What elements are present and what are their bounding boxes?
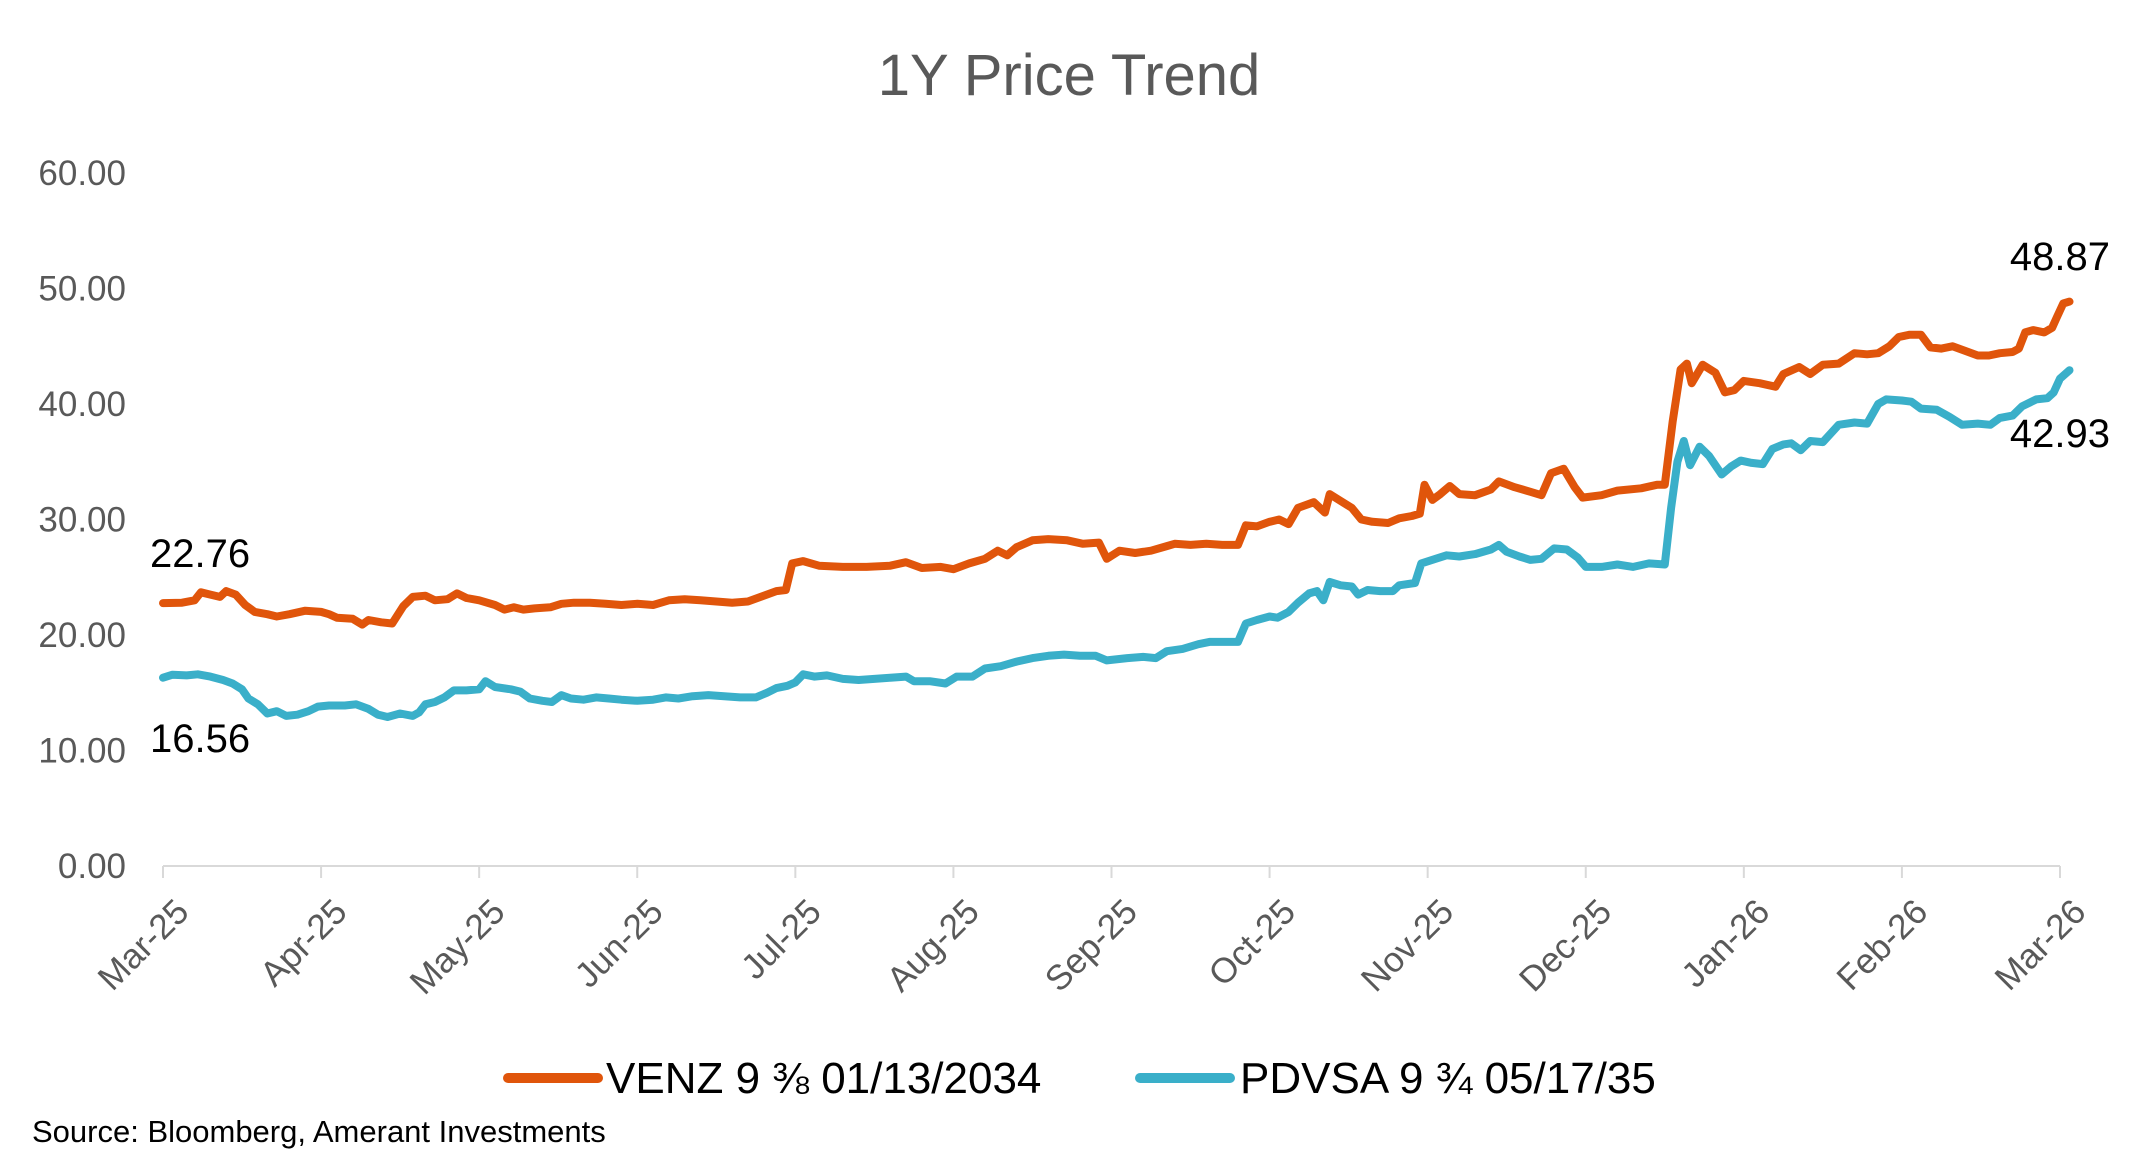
y-tick-label: 40.00	[38, 385, 126, 424]
venz-start-label: 22.76	[150, 532, 250, 576]
legend-pdvsa: PDVSA 9 ¾ 05/17/35	[1135, 1054, 1656, 1103]
y-tick-label: 0.00	[58, 847, 126, 886]
data-labels: 22.76 16.56 48.87 42.93	[150, 235, 2110, 761]
y-tick-label: 10.00	[38, 732, 126, 771]
pdvsa-series-line	[159, 366, 2074, 721]
legend-pdvsa-label: PDVSA 9 ¾ 05/17/35	[1240, 1054, 1656, 1103]
source-note: Source: Bloomberg, Amerant Investments	[32, 1114, 606, 1149]
legend-venz-label: VENZ 9 ⅜ 01/13/2034	[606, 1054, 1041, 1103]
pdvsa-start-label: 16.56	[150, 717, 250, 761]
series-layer	[159, 297, 2074, 721]
y-axis: 0.00 10.00 20.00 30.00 40.00 50.00 60.00	[38, 154, 126, 886]
venz-end-label: 48.87	[2010, 235, 2110, 279]
y-tick-label: 20.00	[38, 616, 126, 655]
venz-series-line	[159, 297, 2074, 629]
pdvsa-end-label: 42.93	[2010, 412, 2110, 456]
y-tick-label: 50.00	[38, 270, 126, 309]
legend-venz: VENZ 9 ⅜ 01/13/2034	[503, 1054, 1041, 1103]
legend: VENZ 9 ⅜ 01/13/2034 PDVSA 9 ¾ 05/17/35	[503, 1054, 1656, 1103]
y-tick-label: 30.00	[38, 501, 126, 540]
y-tick-label: 60.00	[38, 154, 126, 193]
chart-title: 1Y Price Trend	[878, 43, 1261, 108]
